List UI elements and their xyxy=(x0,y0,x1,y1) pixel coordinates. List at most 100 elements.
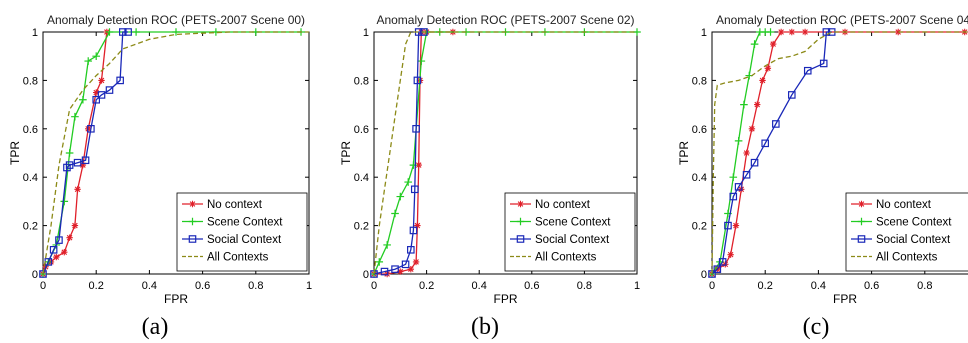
data-point xyxy=(727,251,734,258)
data-point xyxy=(409,161,418,169)
x-tick-label: 1 xyxy=(306,280,312,292)
legend-entry: Scene Context xyxy=(876,217,952,229)
x-tick-label: 0.4 xyxy=(142,280,157,292)
data-point xyxy=(754,101,761,108)
data-point xyxy=(391,209,399,218)
roc-panel-3: Anomaly Detection ROC (PETS-2007 Scene 0… xyxy=(677,13,968,340)
y-axis-label: TPR xyxy=(8,141,22,165)
legend: No context Scene Context Social Context All… xyxy=(176,192,308,272)
y-tick-label: 1 xyxy=(32,27,38,39)
legend-entry: No context xyxy=(876,199,932,211)
y-tick-label: 0.4 xyxy=(692,172,707,184)
data-point xyxy=(787,91,796,99)
x-tick-label: 0.2 xyxy=(89,280,104,292)
data-point xyxy=(116,76,124,85)
data-point xyxy=(93,89,100,96)
data-point xyxy=(764,65,772,72)
legend-marker xyxy=(858,200,865,208)
series-line xyxy=(711,31,968,275)
data-point xyxy=(383,241,391,249)
data-point xyxy=(718,258,727,266)
data-point xyxy=(87,124,95,133)
legend-marker xyxy=(188,235,197,243)
data-point xyxy=(401,260,410,269)
data-point xyxy=(713,265,722,273)
data-point xyxy=(391,265,399,273)
y-axis-label: TPR xyxy=(677,141,691,165)
data-point xyxy=(65,161,74,169)
legend-entry: No context xyxy=(207,199,263,211)
data-point xyxy=(750,40,759,48)
data-point xyxy=(55,236,63,244)
data-point xyxy=(105,28,114,36)
data-point xyxy=(172,28,180,36)
data-point xyxy=(79,161,87,169)
data-point xyxy=(414,222,421,229)
y-tick-label: 0.6 xyxy=(354,124,369,136)
data-point xyxy=(61,249,68,256)
legend-marker xyxy=(189,200,196,208)
data-point xyxy=(71,222,79,229)
y-tick-label: 0.8 xyxy=(692,75,707,87)
x-axis-label: FPR xyxy=(833,292,857,306)
panel-caption: (b) xyxy=(471,314,499,340)
legend-entry: Social Context xyxy=(535,234,610,246)
data-point xyxy=(801,28,809,36)
legend-entry: Scene Context xyxy=(535,217,611,229)
panel-caption: (c) xyxy=(803,314,830,340)
data-point xyxy=(788,28,795,36)
x-tick-label: 0 xyxy=(709,280,715,292)
data-point xyxy=(71,112,79,121)
data-point xyxy=(84,57,93,65)
series-no-context xyxy=(39,28,111,278)
data-point xyxy=(740,100,748,109)
x-tick-label: 0.4 xyxy=(811,280,826,292)
series-all-contexts xyxy=(373,31,637,275)
data-point xyxy=(412,258,420,266)
x-tick-label: 0.4 xyxy=(472,280,487,292)
legend-box xyxy=(176,192,308,272)
data-point xyxy=(124,28,132,36)
legend-box xyxy=(845,192,968,272)
x-tick-label: 0.2 xyxy=(758,280,773,292)
y-axis-label: TPR xyxy=(339,141,353,165)
series-line xyxy=(373,31,637,275)
data-point xyxy=(60,197,69,206)
y-tick-label: 0.2 xyxy=(23,221,38,233)
legend-marker xyxy=(517,200,524,208)
roc-panel-2: Anomaly Detection ROC (PETS-2007 Scene 0… xyxy=(339,13,641,340)
legend-marker xyxy=(857,235,866,243)
series-scene-context xyxy=(708,28,775,278)
data-point xyxy=(53,253,60,261)
y-tick-label: 1 xyxy=(701,27,707,39)
x-tick-label: 0.2 xyxy=(419,280,434,292)
data-point xyxy=(766,28,775,36)
data-point xyxy=(819,59,828,68)
legend-marker xyxy=(188,217,197,226)
data-point xyxy=(734,137,743,145)
x-tick-label: 0.8 xyxy=(248,280,263,292)
data-point xyxy=(415,161,422,169)
legend-marker xyxy=(516,235,525,243)
legend-entry: All Contexts xyxy=(207,252,269,264)
series-line xyxy=(374,31,453,275)
legend-marker xyxy=(857,217,866,226)
y-tick-label: 0.4 xyxy=(23,172,38,184)
x-tick-label: 0.8 xyxy=(577,280,592,292)
x-tick-label: 1 xyxy=(634,280,640,292)
x-tick-label: 0 xyxy=(371,280,377,292)
data-point xyxy=(49,246,58,254)
data-point xyxy=(81,156,90,165)
data-point xyxy=(410,185,419,194)
series-social-context xyxy=(39,28,132,278)
data-point xyxy=(729,173,738,181)
legend-entry: Social Context xyxy=(876,234,951,246)
plot-area xyxy=(708,28,968,278)
data-point xyxy=(98,77,105,84)
data-point xyxy=(92,95,101,104)
plot-area xyxy=(370,28,641,278)
data-point xyxy=(724,221,732,230)
legend-entry: Social Context xyxy=(207,234,282,246)
y-tick-label: 0.6 xyxy=(692,124,707,136)
data-point xyxy=(73,158,82,167)
